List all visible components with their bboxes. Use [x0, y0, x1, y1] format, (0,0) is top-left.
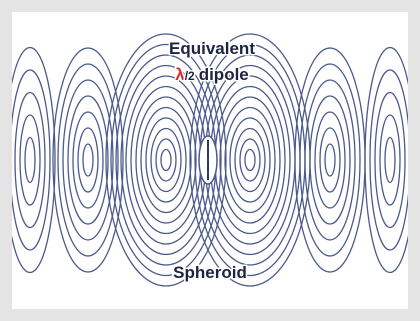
label-line1: Equivalent	[169, 39, 255, 58]
label-bottom: Spheroid	[173, 263, 247, 282]
dipole	[199, 136, 217, 184]
figure: Equivalent λ/2dipole Spheroid	[0, 0, 420, 321]
page: Equivalent λ/2dipole Spheroid (() => { c…	[0, 0, 420, 321]
label-fraction: /2	[185, 69, 195, 83]
label-line2: dipole	[199, 65, 249, 84]
